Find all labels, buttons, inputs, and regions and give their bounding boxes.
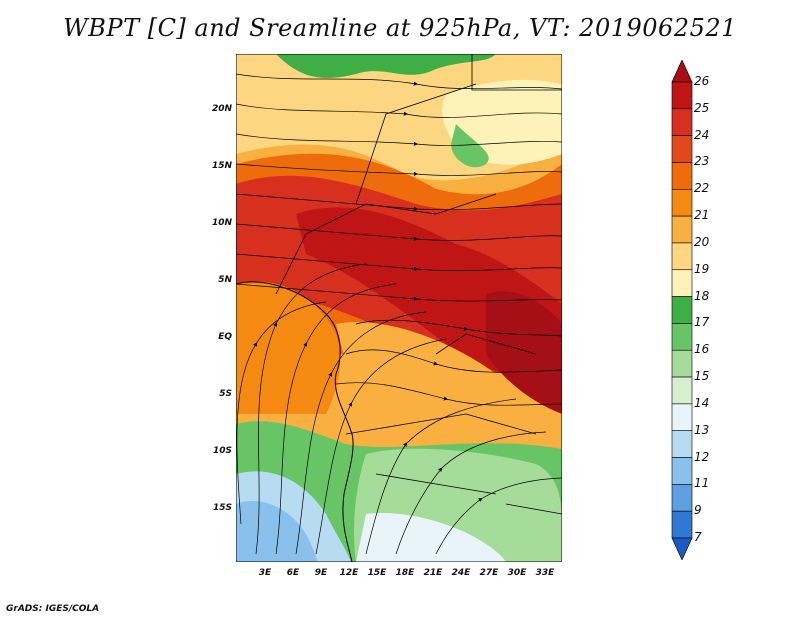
lon-label: 6E: [286, 568, 300, 578]
colorbar-swatch: [671, 349, 693, 378]
lon-label: 24E: [451, 568, 471, 578]
lon-label: 15E: [367, 568, 387, 578]
lon-label: 30E: [507, 568, 527, 578]
colorbar-label: 24: [694, 127, 710, 142]
colorbar-label: 23: [694, 154, 710, 169]
colorbar-bottom-arrow: [671, 537, 693, 560]
field-west-orange: [236, 281, 341, 414]
colorbar-label: 16: [694, 342, 710, 357]
colorbar-label: 14: [694, 395, 710, 410]
lat-label: 15N: [211, 161, 232, 171]
colorbar-label: 7: [694, 530, 702, 544]
field-south-orange: [336, 322, 562, 454]
colorbar-label: 9: [694, 503, 702, 518]
colorbar-label: 20: [694, 234, 710, 249]
lat-label: 10N: [211, 218, 232, 228]
map-title: WBPT [C] and Sreamline at 925hPa, VT: 20…: [63, 14, 737, 42]
field-east-red: [486, 291, 562, 414]
colorbar-swatch: [671, 430, 693, 458]
colorbar-label: 25: [694, 100, 710, 115]
lat-label: 20N: [211, 104, 232, 114]
colorbar-swatch: [671, 484, 693, 512]
colorbar-label: 11: [694, 476, 710, 491]
streamlines: [236, 73, 562, 555]
colorbar-swatch: [671, 376, 693, 405]
colorbar-swatch: [671, 296, 693, 324]
lon-label: 3E: [258, 568, 272, 578]
colorbar-swatch: [671, 162, 693, 190]
colorbar-label: 26: [694, 74, 710, 88]
colorbar-swatch: [671, 188, 693, 217]
coastline-west: [236, 281, 354, 562]
colorbar-label: 19: [694, 261, 710, 276]
wbpt-streamline-map: [236, 54, 562, 562]
lon-label: 9E: [314, 568, 328, 578]
lon-label: 33E: [535, 568, 555, 578]
colorbar-swatch: [671, 323, 693, 351]
colorbar-swatch: [671, 242, 693, 271]
field-north-green: [276, 54, 496, 78]
lat-label: EQ: [218, 332, 232, 342]
lon-label: 18E: [395, 568, 415, 578]
colorbar-swatch: [671, 269, 693, 297]
colorbar-swatch: [671, 81, 693, 110]
lon-label: 12E: [339, 568, 359, 578]
field-north-green-2: [451, 124, 489, 168]
border-lines: [275, 54, 562, 515]
lon-label: 27E: [479, 568, 499, 578]
colorbar-top-arrow: [671, 60, 693, 83]
colorbar-swatch: [671, 457, 693, 485]
colorbar: [671, 60, 693, 560]
colorbar-label: 15: [694, 369, 710, 384]
colorbar-label: 18: [694, 288, 710, 303]
lon-label: 21E: [423, 568, 443, 578]
colorbar-swatch: [671, 108, 693, 136]
grads-credit: GrADS: IGES/COLA: [6, 604, 100, 614]
colorbar-swatch: [671, 403, 693, 432]
lat-label: 5S: [219, 389, 232, 399]
colorbar-label: 13: [694, 422, 710, 437]
colorbar-swatch: [671, 510, 693, 539]
lat-label: 10S: [212, 446, 232, 456]
colorbar-swatch: [671, 215, 693, 244]
lat-label: 15S: [212, 503, 232, 513]
colorbar-label: 22: [694, 181, 710, 196]
field-south-pale: [356, 513, 506, 562]
lat-label: 5N: [218, 275, 232, 285]
colorbar-swatch: [671, 135, 693, 163]
colorbar-label: 21: [694, 208, 710, 223]
colorbar-label: 17: [694, 315, 710, 330]
colorbar-label: 12: [694, 449, 710, 464]
